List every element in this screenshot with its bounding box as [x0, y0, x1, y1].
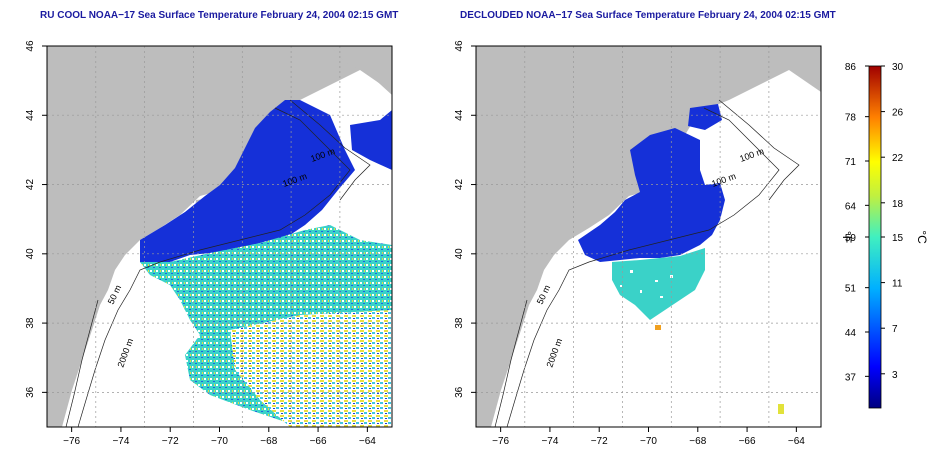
left-cold-water [140, 100, 355, 272]
right-map-title: DECLOUDED NOAA−17 Sea Surface Temperatur… [460, 10, 836, 21]
x-tick-label: −74 [541, 436, 558, 447]
colorbar-c-label: 3 [892, 370, 898, 381]
colorbar-f-label: 51 [845, 284, 857, 295]
y-tick-label: 40 [454, 248, 465, 260]
y-tick-label: 44 [25, 109, 36, 121]
right-mid-water [612, 248, 705, 320]
x-tick-label: −64 [788, 436, 805, 447]
left-grid [47, 46, 392, 427]
y-tick-label: 38 [25, 317, 36, 329]
colorbar [868, 65, 882, 409]
left-map-content [47, 46, 392, 427]
colorbar-c-label: 30 [892, 62, 904, 73]
y-tick-label: 42 [454, 179, 465, 191]
colorbar-c-label: 26 [892, 108, 904, 119]
colorbar-f-label: 86 [845, 62, 857, 73]
colorbar-f-label: 37 [845, 372, 857, 383]
colorbar-c-label: 11 [892, 279, 903, 290]
right-grid [476, 46, 821, 427]
y-tick-label: 36 [25, 386, 36, 398]
y-tick-label: 36 [454, 386, 465, 398]
celsius-label: °C [915, 230, 929, 244]
colorbar-c-label: 22 [892, 153, 904, 164]
x-tick-label: −72 [162, 436, 179, 447]
y-tick-label: 38 [454, 317, 465, 329]
right-cold-water [688, 104, 722, 130]
x-tick-label: −66 [310, 436, 327, 447]
x-tick-label: −76 [63, 436, 80, 447]
right-land [476, 46, 821, 427]
y-tick-label: 42 [25, 179, 36, 191]
x-tick-label: −66 [739, 436, 756, 447]
fahrenheit-label: °F [840, 231, 854, 243]
left-land [47, 46, 392, 427]
x-tick-label: −74 [112, 436, 129, 447]
colorbar-f-label: 64 [845, 201, 857, 212]
y-tick-label: 46 [25, 40, 36, 52]
right-map-content [476, 46, 821, 427]
x-tick-label: −68 [260, 436, 277, 447]
y-tick-label: 44 [454, 109, 465, 121]
left-map-title: RU COOL NOAA−17 Sea Surface Temperature … [40, 10, 399, 21]
x-tick-label: −72 [591, 436, 608, 447]
colorbar-c-label: 18 [892, 199, 904, 210]
colorbar-f-label: 78 [845, 113, 857, 124]
colorbar-c-label: 15 [892, 233, 904, 244]
x-tick-label: −64 [359, 436, 376, 447]
x-tick-label: −76 [492, 436, 509, 447]
colorbar-c-label: 7 [892, 324, 898, 335]
x-tick-label: −68 [689, 436, 706, 447]
colorbar-f-label: 59 [845, 233, 857, 244]
y-tick-label: 40 [25, 248, 36, 260]
x-tick-label: −70 [640, 436, 657, 447]
x-tick-label: −70 [211, 436, 228, 447]
colorbar-f-label: 71 [845, 157, 857, 168]
colorbar-f-label: 44 [845, 328, 857, 339]
y-tick-label: 46 [454, 40, 465, 52]
